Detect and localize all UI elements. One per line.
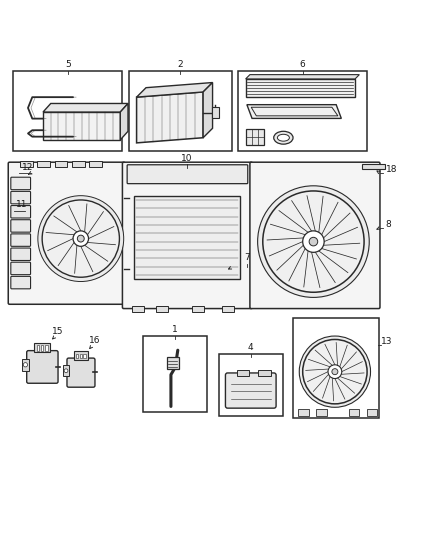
FancyBboxPatch shape (11, 234, 31, 246)
Bar (316, 409, 327, 416)
Bar (258, 369, 271, 376)
Text: 6: 6 (300, 60, 306, 69)
Circle shape (328, 365, 342, 378)
Bar (143, 336, 207, 413)
Polygon shape (120, 103, 128, 140)
Bar (166, 357, 179, 369)
Polygon shape (246, 75, 359, 79)
FancyBboxPatch shape (11, 177, 31, 190)
Ellipse shape (274, 131, 293, 144)
Polygon shape (137, 92, 203, 143)
Bar (129, 71, 232, 151)
Bar (36, 345, 39, 351)
Text: 13: 13 (381, 337, 393, 346)
Bar (63, 366, 70, 376)
FancyBboxPatch shape (127, 165, 248, 184)
Bar (76, 354, 78, 358)
Text: 10: 10 (181, 154, 193, 163)
Circle shape (73, 231, 88, 246)
Bar (74, 351, 88, 360)
Bar (35, 343, 50, 352)
Bar (156, 306, 168, 312)
Bar (246, 129, 264, 146)
Polygon shape (43, 112, 120, 140)
Bar (21, 359, 29, 371)
Bar (349, 409, 359, 416)
Bar (41, 345, 43, 351)
Polygon shape (203, 83, 212, 138)
FancyBboxPatch shape (11, 262, 31, 274)
Circle shape (64, 369, 68, 373)
Circle shape (332, 369, 338, 375)
FancyBboxPatch shape (27, 351, 58, 383)
Circle shape (263, 191, 364, 292)
Text: 12: 12 (22, 163, 34, 172)
Bar (212, 108, 219, 118)
FancyBboxPatch shape (11, 277, 31, 289)
Text: 5: 5 (65, 60, 71, 69)
Ellipse shape (277, 134, 290, 141)
Bar (80, 354, 82, 358)
Circle shape (309, 237, 318, 246)
Text: 16: 16 (89, 336, 100, 345)
Text: 4: 4 (248, 343, 254, 352)
Text: 7: 7 (244, 253, 250, 262)
Text: 2: 2 (177, 60, 183, 69)
Bar (37, 161, 50, 167)
Circle shape (23, 362, 28, 367)
Text: 8: 8 (385, 220, 391, 229)
Bar (13, 71, 123, 151)
Circle shape (303, 231, 324, 252)
Circle shape (299, 336, 371, 407)
Bar (298, 409, 309, 416)
Bar (72, 161, 85, 167)
Bar (20, 161, 33, 167)
FancyBboxPatch shape (250, 162, 380, 309)
Polygon shape (246, 79, 355, 97)
Bar (223, 306, 234, 312)
FancyBboxPatch shape (226, 373, 276, 408)
Text: 15: 15 (52, 327, 63, 336)
Bar (293, 318, 379, 417)
Bar (238, 71, 367, 151)
Bar (89, 161, 102, 167)
Circle shape (38, 196, 124, 281)
Bar (132, 306, 144, 312)
FancyBboxPatch shape (11, 220, 31, 232)
Bar (367, 409, 378, 416)
Circle shape (303, 340, 367, 404)
FancyBboxPatch shape (11, 191, 31, 204)
Bar (192, 306, 205, 312)
Bar (361, 164, 385, 168)
FancyBboxPatch shape (11, 248, 31, 261)
FancyBboxPatch shape (8, 162, 125, 304)
Polygon shape (247, 104, 341, 118)
Polygon shape (137, 83, 212, 97)
Bar (134, 196, 240, 279)
Text: 11: 11 (16, 200, 28, 209)
FancyBboxPatch shape (123, 162, 252, 309)
Circle shape (42, 200, 120, 277)
Bar (83, 354, 86, 358)
Bar (45, 345, 48, 351)
Polygon shape (43, 103, 128, 112)
Text: 18: 18 (385, 165, 397, 174)
Text: 1: 1 (172, 325, 178, 334)
FancyBboxPatch shape (67, 358, 95, 387)
FancyBboxPatch shape (11, 206, 31, 218)
Bar (237, 369, 249, 376)
Bar (219, 353, 283, 416)
Circle shape (258, 186, 369, 297)
Circle shape (78, 235, 84, 242)
Bar (55, 161, 67, 167)
